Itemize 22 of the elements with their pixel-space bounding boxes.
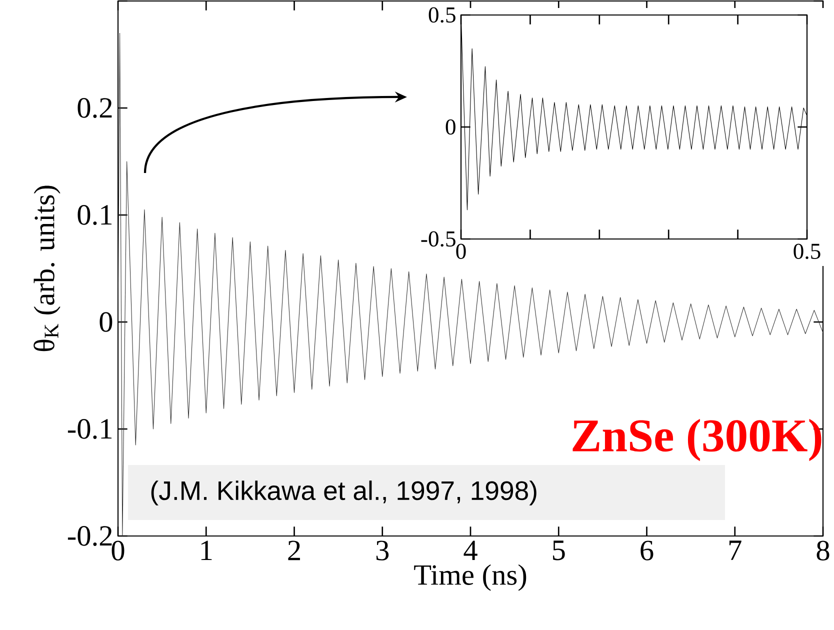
line-series (118, 32, 824, 536)
y-tick-label: 0.2 (78, 98, 112, 118)
y-tick-label: 0.1 (78, 205, 112, 225)
y-tick-label: 0 (446, 119, 456, 135)
x-tick-label: 3 (376, 540, 389, 560)
y-tick-label: -0.5 (421, 231, 456, 247)
x-tick-label: 7 (729, 540, 742, 560)
y-tick-label: -0.2 (68, 526, 112, 546)
x-tick-label: 0 (112, 540, 124, 560)
x-axis-title: Time (ns) (414, 564, 526, 591)
y-tick-label: 0 (100, 312, 112, 332)
x-tick-label: 5 (553, 540, 565, 560)
y-tick-label: 0.5 (428, 7, 456, 23)
annotation: ZnSe (300K) (572, 418, 822, 462)
y-axis-title: θ$_{K}$ (arb. units) (34, 186, 60, 352)
y-tick-label: -0.1 (68, 419, 112, 439)
x-tick-label: 1 (201, 540, 212, 560)
annotation: (J.M. Kikkawa et al., 1997, 1998) (151, 480, 536, 506)
x-tick-label: 4 (464, 540, 478, 560)
x-tick-label: 8 (816, 540, 830, 560)
x-tick-label: 2 (288, 540, 300, 560)
x-tick-label: 6 (640, 540, 654, 560)
